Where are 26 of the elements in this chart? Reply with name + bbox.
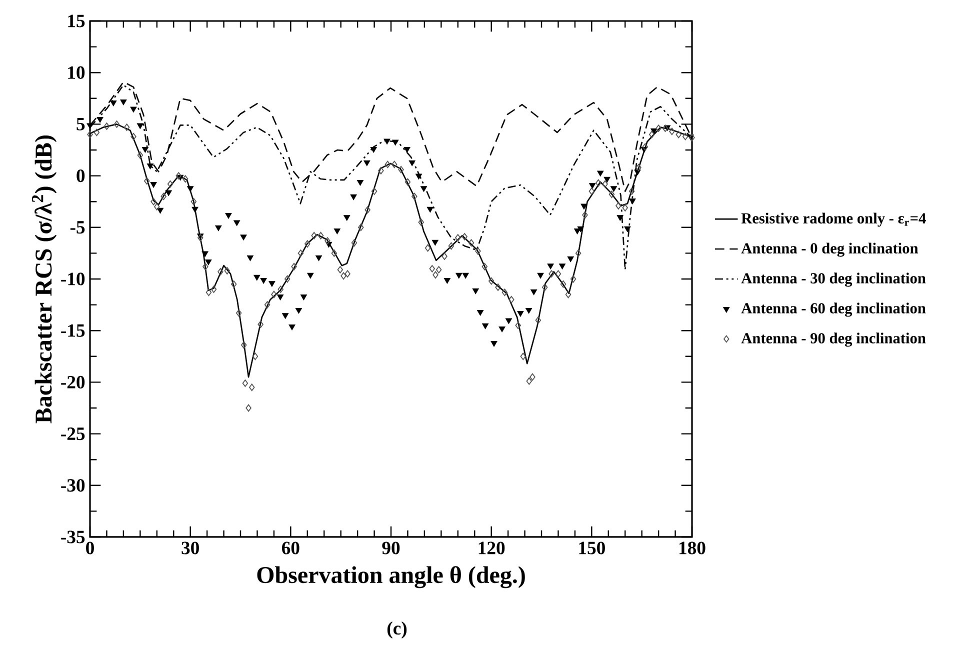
y-tick-label: 10 bbox=[68, 66, 85, 79]
legend-label: Antenna - 0 deg inclination bbox=[741, 242, 918, 257]
x-tick-label: 30 bbox=[182, 542, 199, 554]
x-tick-label: 150 bbox=[579, 542, 605, 554]
y-tick-label: -5 bbox=[70, 221, 85, 234]
y-tick-label: 15 bbox=[68, 14, 85, 28]
x-tick-label: 180 bbox=[680, 542, 706, 554]
legend-label: Antenna - 60 deg inclination bbox=[741, 302, 926, 317]
x-tick-label: 90 bbox=[382, 542, 400, 554]
x-tick-label: 0 bbox=[86, 542, 94, 554]
y-tick-label: -35 bbox=[61, 530, 85, 544]
legend-label: Antenna - 30 deg inclination bbox=[741, 272, 926, 287]
x-axis-title: Observation angle θ (deg.) bbox=[257, 566, 525, 588]
legend-label: Resistive radome only - ε$_{r}$=4 bbox=[741, 212, 926, 227]
y-tick-label: -20 bbox=[61, 376, 85, 388]
y-axis-title: Backscatter RCS (σ/λ$^{2}$) (dB) bbox=[32, 135, 57, 424]
legend-label: Antenna - 90 deg inclination bbox=[741, 332, 926, 347]
y-tick-label: -15 bbox=[61, 324, 85, 337]
text: (c) bbox=[387, 622, 407, 638]
y-tick-label: 5 bbox=[76, 118, 85, 130]
y-tick-label: 0 bbox=[76, 169, 85, 182]
y-tick-label: -30 bbox=[61, 479, 85, 492]
y-tick-label: -25 bbox=[61, 428, 85, 440]
y-tick-label: -10 bbox=[61, 272, 85, 286]
x-tick-label: 60 bbox=[282, 542, 300, 554]
x-tick-label: 120 bbox=[478, 542, 505, 554]
